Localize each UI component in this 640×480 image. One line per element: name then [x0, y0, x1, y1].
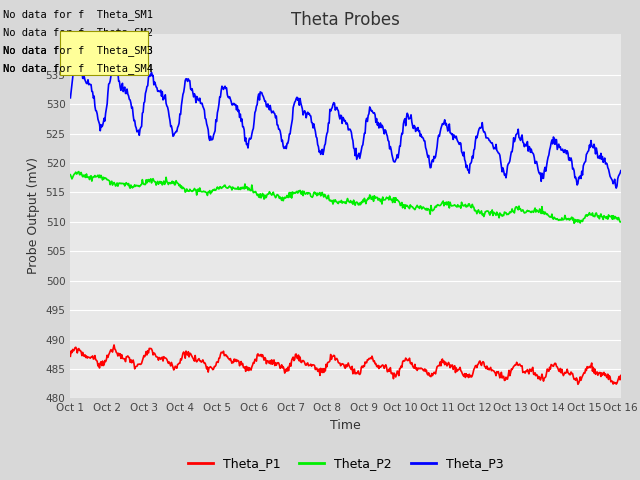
Text: No data for f  Theta_SM1: No data for f Theta_SM1	[3, 9, 153, 20]
X-axis label: Time: Time	[330, 419, 361, 432]
Legend: Theta_P1, Theta_P2, Theta_P3: Theta_P1, Theta_P2, Theta_P3	[183, 452, 508, 475]
Text: No data for f  Theta_SM3: No data for f Theta_SM3	[3, 45, 153, 56]
Y-axis label: Probe Output (mV): Probe Output (mV)	[27, 157, 40, 275]
Title: Theta Probes: Theta Probes	[291, 11, 400, 29]
Text: No data for f  Theta_SM3: No data for f Theta_SM3	[3, 45, 153, 56]
Text: No data for f  Theta_SM4: No data for f Theta_SM4	[3, 63, 153, 74]
Text: No data for f  Theta_SM4: No data for f Theta_SM4	[3, 63, 153, 74]
Text: No data for f  Theta_SM2: No data for f Theta_SM2	[3, 27, 153, 38]
